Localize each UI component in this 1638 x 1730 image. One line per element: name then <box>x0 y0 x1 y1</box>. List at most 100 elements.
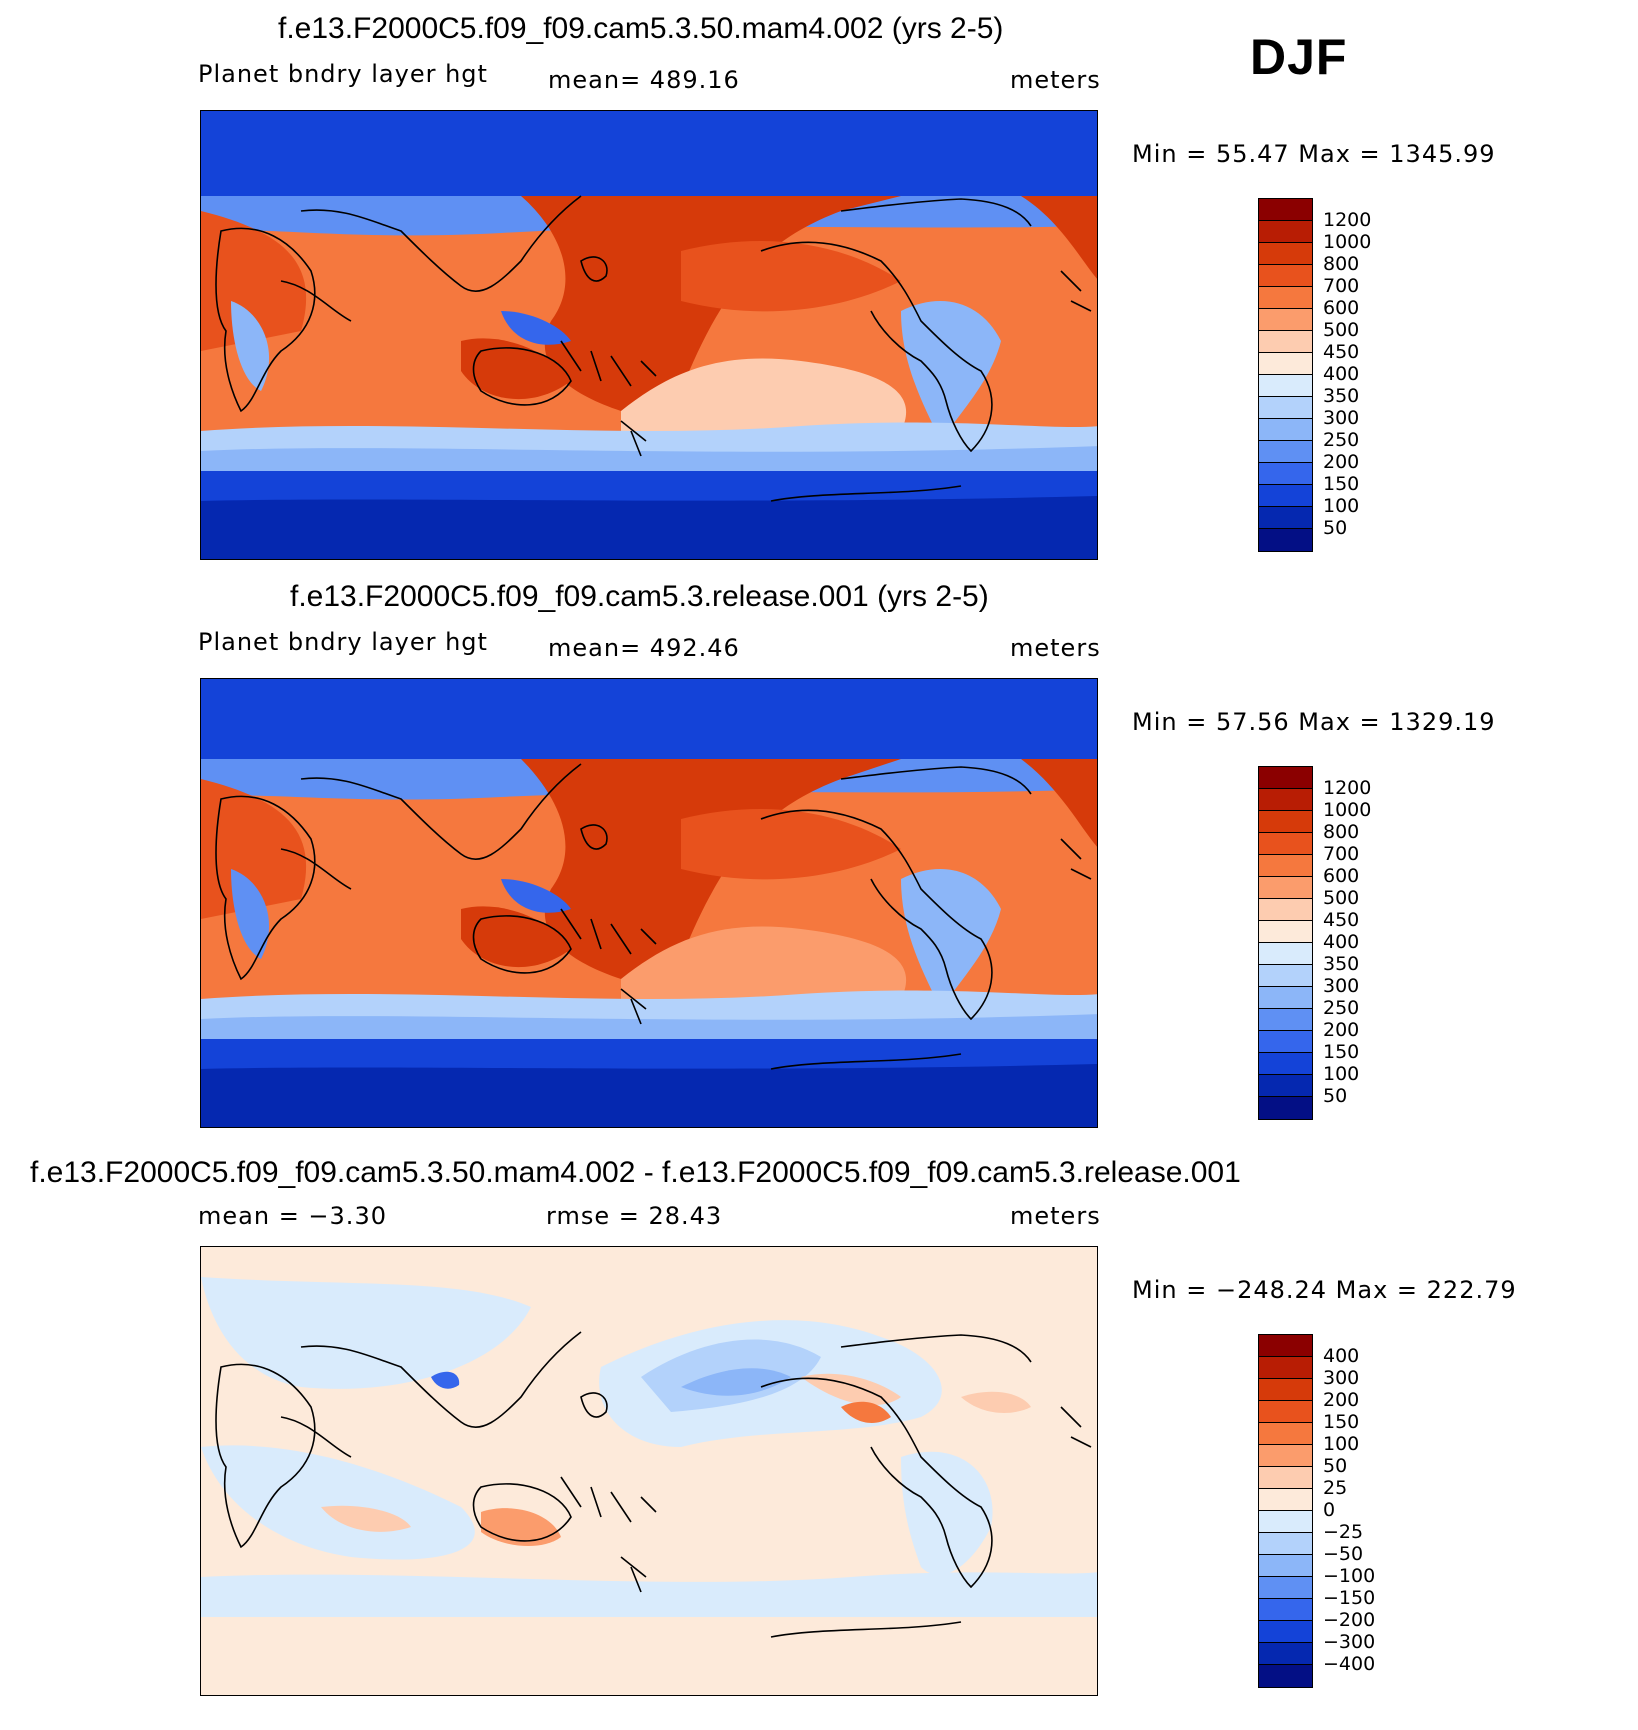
map-plot <box>200 1246 1098 1696</box>
colorbar-tick-label: 150 <box>1323 473 1360 495</box>
colorbar-tick-label: 250 <box>1323 997 1360 1019</box>
colorbar-swatch <box>1259 1599 1312 1621</box>
units-label: meters <box>1010 1202 1101 1230</box>
colorbar-tick-label: 1000 <box>1323 799 1372 821</box>
colorbar-swatch <box>1259 1643 1312 1665</box>
contour-map <box>201 679 1097 1127</box>
colorbar-swatch <box>1259 1665 1312 1687</box>
colorbar-swatch <box>1259 221 1312 243</box>
colorbar-tick-label: 100 <box>1323 1063 1360 1085</box>
variable-label: Planet bndry layer hgt <box>198 60 488 88</box>
colorbar-tick-label: −50 <box>1323 1543 1364 1565</box>
colorbar-swatch <box>1259 1075 1312 1097</box>
colorbar-tick-label: 350 <box>1323 953 1360 975</box>
colorbar-swatch <box>1259 1053 1312 1075</box>
colorbar-tick-label: 50 <box>1323 1085 1348 1107</box>
colorbar-tick-label: 800 <box>1323 253 1360 275</box>
colorbar-tick-label: 500 <box>1323 319 1360 341</box>
colorbar-swatch <box>1259 1357 1312 1379</box>
colorbar-tick-label: 600 <box>1323 865 1360 887</box>
mean-label: mean= 489.16 <box>548 66 740 94</box>
colorbar-tick-label: 100 <box>1323 1433 1360 1455</box>
colorbar-swatch <box>1259 877 1312 899</box>
contour-map <box>201 111 1097 559</box>
colorbar-swatch <box>1259 1555 1312 1577</box>
colorbar-tick-label: 1200 <box>1323 209 1372 231</box>
colorbar-tick-label: 200 <box>1323 1389 1360 1411</box>
minmax-label: Min = 57.56 Max = 1329.19 <box>1132 708 1496 736</box>
colorbar-tick-label: 100 <box>1323 495 1360 517</box>
colorbar-tick-label: 25 <box>1323 1477 1348 1499</box>
panel-title: f.e13.F2000C5.f09_f09.cam5.3.50.mam4.002… <box>278 12 1004 45</box>
colorbar-swatch <box>1259 199 1312 221</box>
colorbar-tick-label: 500 <box>1323 887 1360 909</box>
colorbar-swatch <box>1259 485 1312 507</box>
variable-label: Planet bndry layer hgt <box>198 628 488 656</box>
colorbar-swatch <box>1259 1511 1312 1533</box>
colorbar-swatch <box>1259 767 1312 789</box>
colorbar-swatch <box>1259 529 1312 551</box>
colorbar-tick-label: −150 <box>1323 1587 1376 1609</box>
colorbar-tick-label: 800 <box>1323 821 1360 843</box>
colorbar-tick-label: 0 <box>1323 1499 1336 1521</box>
colorbar-tick-label: −400 <box>1323 1653 1376 1675</box>
colorbar-swatch <box>1259 397 1312 419</box>
colorbar-tick-label: 300 <box>1323 1367 1360 1389</box>
colorbar-swatch <box>1259 987 1312 1009</box>
colorbar-swatch <box>1259 463 1312 485</box>
units-label: meters <box>1010 634 1101 662</box>
colorbar-swatch <box>1259 1533 1312 1555</box>
colorbar-tick-label: 400 <box>1323 1345 1360 1367</box>
colorbar-swatch <box>1259 1379 1312 1401</box>
map-plot <box>200 678 1098 1128</box>
colorbar-swatch <box>1259 309 1312 331</box>
colorbar-swatch <box>1259 1031 1312 1053</box>
colorbar-tick-label: 50 <box>1323 517 1348 539</box>
season-label: DJF <box>1250 29 1348 85</box>
colorbar-swatch <box>1259 1009 1312 1031</box>
colorbar-tick-label: 1200 <box>1323 777 1372 799</box>
units-label: meters <box>1010 66 1101 94</box>
colorbar-swatch <box>1259 507 1312 529</box>
colorbar-swatch <box>1259 331 1312 353</box>
colorbar-swatch <box>1259 1621 1312 1643</box>
colorbar-tick-label: 400 <box>1323 931 1360 953</box>
colorbar-swatch <box>1259 1401 1312 1423</box>
colorbar-swatch <box>1259 1467 1312 1489</box>
colorbar-tick-label: −300 <box>1323 1631 1376 1653</box>
minmax-label: Min = −248.24 Max = 222.79 <box>1132 1276 1517 1304</box>
colorbar-tick-label: 700 <box>1323 843 1360 865</box>
colorbar-tick-label: 350 <box>1323 385 1360 407</box>
rmse-label: rmse = 28.43 <box>546 1202 723 1230</box>
colorbar-tick-label: 250 <box>1323 429 1360 451</box>
colorbar-tick-label: −100 <box>1323 1565 1376 1587</box>
colorbar-tick-label: 600 <box>1323 297 1360 319</box>
colorbar-tick-label: 300 <box>1323 975 1360 997</box>
mean-label: mean= 492.46 <box>548 634 740 662</box>
colorbar-tick-label: 300 <box>1323 407 1360 429</box>
colorbar-swatch <box>1259 943 1312 965</box>
colorbar-swatch <box>1259 855 1312 877</box>
colorbar-swatch <box>1259 789 1312 811</box>
colorbar-tick-label: 450 <box>1323 909 1360 931</box>
colorbar-tick-label: 200 <box>1323 1019 1360 1041</box>
colorbar-swatch <box>1259 1445 1312 1467</box>
colorbar-swatch <box>1259 899 1312 921</box>
colorbar-swatch <box>1259 965 1312 987</box>
colorbar-swatch <box>1259 811 1312 833</box>
colorbar-tick-label: 150 <box>1323 1041 1360 1063</box>
colorbar-swatch <box>1259 1577 1312 1599</box>
colorbar-tick-label: 700 <box>1323 275 1360 297</box>
colorbar-tick-label: 200 <box>1323 451 1360 473</box>
colorbar-tick-label: 400 <box>1323 363 1360 385</box>
map-plot <box>200 110 1098 560</box>
colorbar-swatch <box>1259 353 1312 375</box>
colorbar-tick-label: −25 <box>1323 1521 1364 1543</box>
colorbar-swatch <box>1259 265 1312 287</box>
colorbar-swatch <box>1259 419 1312 441</box>
panel-title: f.e13.F2000C5.f09_f09.cam5.3.release.001… <box>290 580 989 613</box>
colorbar-swatch <box>1259 833 1312 855</box>
colorbar-tick-label: 1000 <box>1323 231 1372 253</box>
colorbar-swatch <box>1259 441 1312 463</box>
colorbar-swatch <box>1259 1423 1312 1445</box>
